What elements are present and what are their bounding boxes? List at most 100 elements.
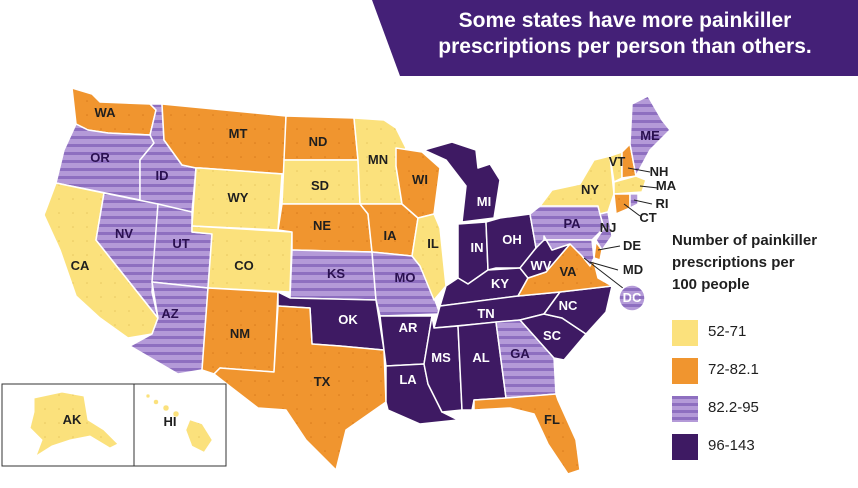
state-label-KY: KY	[491, 276, 509, 291]
state-MI	[423, 141, 501, 223]
state-label-IA: IA	[384, 228, 398, 243]
state-label-ID: ID	[156, 168, 169, 183]
state-MD	[543, 235, 595, 267]
state-label-VA: VA	[559, 264, 577, 279]
legend-title: Number of painkiller prescriptions per 1…	[672, 230, 852, 296]
state-label-CO: CO	[234, 258, 254, 273]
legend-item-3: 82.2-95	[672, 396, 832, 422]
state-label-HI: HI	[164, 414, 177, 429]
state-label-SC: SC	[543, 328, 562, 343]
state-label-AK: AK	[63, 412, 82, 427]
state-ME	[629, 95, 671, 177]
state-label-ND: ND	[309, 134, 328, 149]
state-label-FL: FL	[544, 412, 560, 427]
state-label-NV: NV	[115, 226, 133, 241]
state-label-MO: MO	[395, 270, 416, 285]
state-HI	[145, 393, 213, 453]
state-label-AR: AR	[399, 320, 418, 335]
legend-title-line2: prescriptions per	[672, 254, 795, 271]
legend-swatch-1	[672, 320, 698, 346]
state-label-DC: DC	[623, 290, 642, 305]
state-label-AL: AL	[472, 350, 489, 365]
state-DE	[593, 241, 603, 261]
state-label-IL: IL	[427, 236, 439, 251]
state-label-PA: PA	[563, 216, 581, 231]
legend-label-1: 52-71	[708, 323, 747, 340]
state-label-NJ: NJ	[600, 220, 617, 235]
state-label-WY: WY	[228, 190, 249, 205]
state-label-TX: TX	[314, 374, 331, 389]
state-label-ME: ME	[640, 128, 660, 143]
callout-DE	[597, 245, 621, 251]
state-label-MS: MS	[431, 350, 451, 365]
state-label-OR: OR	[90, 150, 110, 165]
map-title-line2: prescriptions per person than others.	[438, 35, 812, 58]
legend-title-line3: 100 people	[672, 276, 750, 293]
state-label-GA: GA	[510, 346, 530, 361]
state-CT	[613, 193, 631, 215]
state-label-CT: CT	[639, 210, 656, 225]
callout-MA	[639, 185, 659, 189]
state-label-WV: WV	[531, 258, 552, 273]
state-IL	[411, 213, 447, 301]
state-label-AZ: AZ	[161, 306, 178, 321]
state-label-MN: MN	[368, 152, 388, 167]
state-label-DE: DE	[623, 238, 641, 253]
state-label-CA: CA	[71, 258, 90, 273]
legend-label-4: 96-143	[708, 437, 755, 454]
hawaii-island-1	[145, 393, 151, 399]
state-label-NE: NE	[313, 218, 331, 233]
state-label-MD: MD	[623, 262, 643, 277]
state-label-SD: SD	[311, 178, 329, 193]
state-label-KS: KS	[327, 266, 345, 281]
hawaii-island-5	[185, 419, 213, 453]
legend-swatch-3	[672, 396, 698, 422]
hawaii-island-2	[153, 399, 159, 405]
state-NY	[539, 155, 615, 215]
state-MT	[161, 103, 287, 175]
state-label-RI: RI	[656, 196, 669, 211]
state-FL	[473, 393, 581, 475]
state-DC-marker	[618, 284, 646, 312]
state-GA	[495, 319, 557, 399]
state-label-MA: MA	[656, 178, 677, 193]
legend-swatch-4	[672, 434, 698, 460]
state-label-MT: MT	[229, 126, 248, 141]
state-label-TN: TN	[477, 306, 494, 321]
state-AK	[29, 391, 119, 458]
callout-DC	[583, 257, 629, 293]
map-title-line1: Some states have more painkiller	[458, 9, 792, 32]
legend-label-2: 72-82.1	[708, 361, 759, 378]
hawaii-island-3	[162, 404, 170, 412]
legend-label-3: 82.2-95	[708, 399, 759, 416]
legend-item-1: 52-71	[672, 320, 832, 346]
state-label-WI: WI	[412, 172, 428, 187]
legend-item-4: 96-143	[672, 434, 832, 460]
callout-RI	[633, 199, 653, 205]
legend-item-2: 72-82.1	[672, 358, 832, 384]
state-label-NM: NM	[230, 326, 250, 341]
callout-CT	[623, 203, 641, 217]
state-label-VT: VT	[609, 154, 626, 169]
callout-NH	[627, 167, 651, 173]
state-label-IN: IN	[471, 240, 484, 255]
hawaii-island-4	[172, 410, 180, 418]
legend-swatch-2	[672, 358, 698, 384]
state-RI	[629, 193, 639, 209]
map-title: Some states have more painkiller prescri…	[405, 8, 845, 60]
state-TX	[213, 305, 387, 471]
state-MS	[423, 315, 463, 413]
state-label-NH: NH	[650, 164, 669, 179]
state-label-OH: OH	[502, 232, 522, 247]
legend-title-line1: Number of painkiller	[672, 232, 818, 249]
state-label-WA: WA	[95, 105, 117, 120]
state-NV	[95, 192, 159, 319]
state-label-OK: OK	[338, 312, 358, 327]
title-banner	[372, 0, 858, 76]
state-label-NY: NY	[581, 182, 599, 197]
state-label-LA: LA	[399, 372, 417, 387]
callout-MD	[589, 261, 619, 271]
state-label-UT: UT	[172, 236, 189, 251]
state-label-NC: NC	[559, 298, 578, 313]
state-label-MI: MI	[477, 194, 491, 209]
